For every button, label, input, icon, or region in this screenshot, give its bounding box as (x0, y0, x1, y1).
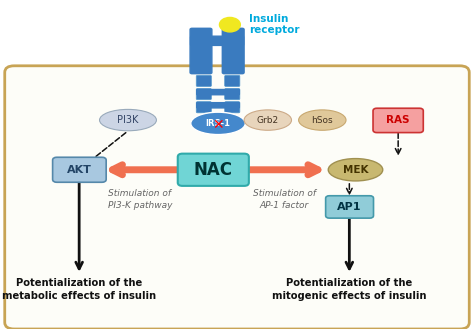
Ellipse shape (191, 112, 246, 135)
FancyBboxPatch shape (178, 154, 249, 186)
Text: Stimulation of
AP-1 factor: Stimulation of AP-1 factor (253, 189, 316, 210)
FancyBboxPatch shape (225, 89, 240, 100)
FancyBboxPatch shape (191, 36, 244, 45)
FancyBboxPatch shape (196, 89, 211, 100)
Text: Insulin
receptor: Insulin receptor (249, 14, 300, 36)
Text: Grb2: Grb2 (257, 115, 279, 125)
FancyBboxPatch shape (197, 89, 239, 95)
Ellipse shape (100, 109, 156, 131)
Ellipse shape (328, 159, 383, 181)
Text: IRS-1: IRS-1 (206, 119, 230, 128)
FancyBboxPatch shape (5, 66, 469, 329)
Ellipse shape (299, 110, 346, 130)
Text: PI3K: PI3K (117, 115, 139, 125)
FancyBboxPatch shape (225, 102, 240, 113)
Text: RAS: RAS (386, 115, 410, 125)
Text: Potentialization of the
metabolic effects of insulin: Potentialization of the metabolic effect… (2, 278, 156, 301)
Text: Stimulation of
PI3-K pathway: Stimulation of PI3-K pathway (108, 189, 172, 210)
FancyBboxPatch shape (225, 75, 240, 87)
Ellipse shape (244, 110, 292, 130)
FancyBboxPatch shape (196, 75, 211, 87)
Text: hSos: hSos (311, 115, 333, 125)
Text: ✕: ✕ (212, 118, 224, 132)
Text: AKT: AKT (67, 165, 92, 175)
FancyBboxPatch shape (222, 28, 244, 74)
Circle shape (219, 17, 240, 32)
FancyBboxPatch shape (197, 103, 239, 108)
Text: MEK: MEK (343, 165, 368, 175)
FancyBboxPatch shape (196, 102, 211, 113)
FancyBboxPatch shape (53, 157, 106, 182)
FancyBboxPatch shape (373, 108, 423, 133)
Text: NAC: NAC (194, 161, 233, 179)
Text: AP1: AP1 (337, 202, 362, 212)
Text: Potentialization of the
mitogenic effects of insulin: Potentialization of the mitogenic effect… (272, 278, 427, 301)
FancyBboxPatch shape (326, 196, 374, 218)
FancyBboxPatch shape (190, 28, 212, 74)
